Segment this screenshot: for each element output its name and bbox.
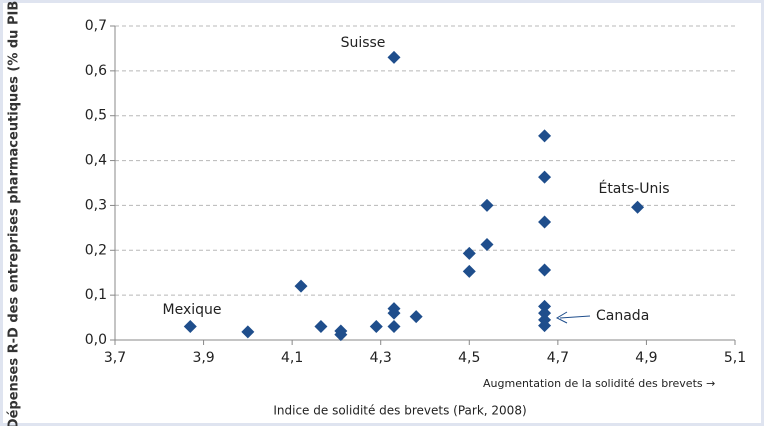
y-tick-label: 0,1 [85, 287, 107, 303]
x-tick-label: 4,5 [458, 350, 480, 366]
x-tick-label: 4,9 [635, 350, 657, 366]
point [538, 129, 552, 143]
y-tick-label: 0,5 [85, 108, 107, 124]
point [538, 170, 552, 184]
canada-arrow [559, 315, 591, 319]
x-tick-label: 3,7 [104, 350, 126, 366]
point [369, 320, 383, 334]
point [480, 198, 494, 212]
point [462, 264, 476, 278]
annotation: Augmentation de la solidité des brevets … [483, 377, 715, 390]
x-tick-label: 4,3 [370, 350, 392, 366]
y-tick-label: 0,0 [85, 332, 107, 348]
annotation: Mexique [163, 302, 222, 318]
point [480, 237, 494, 251]
annotation: Canada [596, 308, 649, 324]
x-tick-label: 4,7 [547, 350, 569, 366]
point [387, 50, 401, 64]
point [538, 319, 552, 333]
annotation: États-Unis [598, 180, 669, 197]
point [334, 328, 348, 342]
y-tick-label: 0,2 [85, 242, 107, 258]
y-axis-label: Dépenses R-D des entreprises pharmaceuti… [7, 0, 22, 426]
point [294, 279, 308, 293]
point [409, 310, 423, 324]
y-tick-label: 0,7 [85, 18, 107, 34]
y-tick-label: 0,6 [85, 63, 107, 79]
x-tick-label: 5,1 [724, 350, 746, 366]
point [183, 320, 197, 334]
x-tick-label: 4,1 [281, 350, 303, 366]
annotation: Suisse [341, 35, 386, 51]
y-tick-label: 0,4 [85, 153, 107, 169]
point [387, 306, 401, 320]
x-axis-label: Indice de solidité des brevets (Park, 20… [273, 404, 526, 418]
x-tick-label: 3,9 [192, 350, 214, 366]
point [631, 200, 645, 214]
point [387, 320, 401, 334]
point [538, 263, 552, 277]
point [538, 299, 552, 313]
y-tick-label: 0,3 [85, 197, 107, 213]
point [538, 306, 552, 320]
point [538, 215, 552, 229]
point [241, 325, 255, 339]
point [462, 246, 476, 260]
point [314, 320, 328, 334]
canada-arrowhead [555, 311, 568, 324]
